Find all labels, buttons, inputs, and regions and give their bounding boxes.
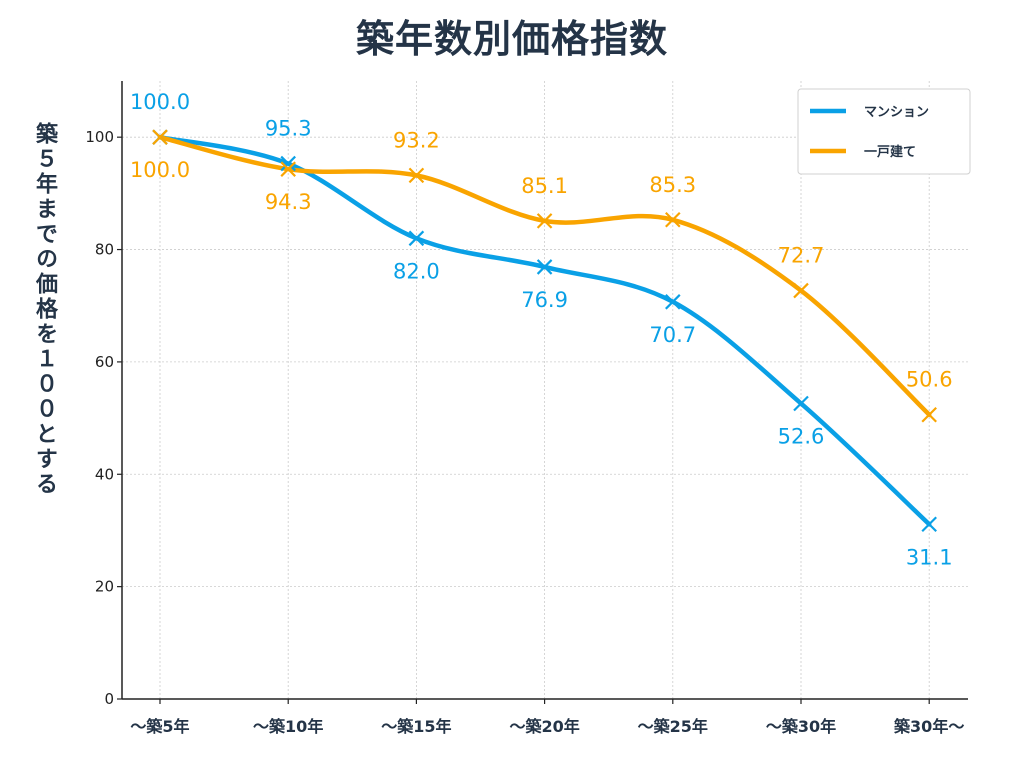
y-tick-label: 20 (95, 578, 114, 596)
data-label: 82.0 (393, 259, 440, 283)
y-tick-label: 80 (95, 241, 114, 259)
y-tick-label: 40 (95, 465, 114, 483)
data-label: 85.1 (521, 174, 568, 198)
marker-x-stroke (665, 211, 681, 228)
y-tick-label: 100 (85, 128, 114, 146)
marker-x-stroke (280, 155, 296, 172)
marker-x-stroke (280, 161, 296, 177)
data-labels: 100.0 95.3 82.0 76.9 70.7 52.6 31.1 100.0 94.3 93… (130, 90, 953, 569)
data-label: 52.6 (778, 424, 825, 448)
chart-title: 築年数別価格指数 (355, 17, 668, 61)
marker-x-stroke (793, 395, 809, 412)
series-markers (152, 129, 937, 533)
data-label: 94.3 (265, 190, 312, 214)
x-tick-label: 〜築25年 (638, 717, 708, 736)
marker-x-stroke (536, 213, 553, 229)
legend-entry: 一戸建て (864, 144, 916, 160)
grid-lines (122, 81, 968, 699)
marker-x-stroke (536, 259, 553, 275)
data-label: 31.1 (906, 545, 953, 569)
marker-x-stroke (152, 129, 168, 145)
marker-x (280, 155, 296, 172)
marker-x-stroke (408, 230, 425, 247)
y-axis-label: 築５年までの価格を１００とする (32, 122, 57, 497)
y-tick-label: 0 (104, 690, 114, 708)
y-tick-labels: 0 20 40 60 80 100 (85, 128, 122, 708)
data-label: 100.0 (130, 90, 190, 114)
marker-x (408, 230, 425, 247)
marker-x (536, 213, 553, 229)
x-tick-label: 築30年〜 (893, 717, 964, 736)
x-tick-label: 〜築10年 (253, 717, 323, 736)
marker-x (793, 395, 809, 412)
marker-x-stroke (665, 294, 681, 310)
x-tick-label: 〜築5年 (130, 717, 189, 736)
marker-x (793, 282, 809, 299)
marker-x (280, 161, 296, 177)
data-label: 50.6 (906, 368, 953, 392)
marker-x (921, 516, 937, 533)
marker-x (665, 294, 681, 310)
marker-x-stroke (921, 516, 937, 533)
marker-x (536, 259, 553, 275)
marker-x (152, 129, 168, 145)
x-tick-label: 〜築30年 (766, 717, 836, 736)
marker-x (921, 406, 937, 423)
data-label: 95.3 (265, 117, 312, 141)
legend-entry: マンション (864, 105, 929, 120)
data-label: 100.0 (130, 158, 190, 182)
marker-x-stroke (793, 282, 809, 299)
data-label: 70.7 (649, 323, 696, 347)
data-label: 85.3 (649, 173, 696, 197)
marker-x (665, 211, 681, 228)
data-label: 93.2 (393, 128, 440, 152)
data-label: 72.7 (778, 244, 825, 268)
x-tick-label: 〜築20年 (509, 717, 579, 736)
marker-x (408, 167, 425, 184)
x-tick-label: 〜築15年 (381, 717, 451, 736)
y-tick-label: 60 (95, 353, 114, 371)
marker-x-stroke (921, 406, 937, 423)
x-tick-labels: 〜築5年 〜築10年 〜築15年 〜築20年 〜築25年 〜築30年 築30年〜 (130, 699, 964, 736)
marker-x-stroke (408, 167, 425, 184)
data-label: 76.9 (521, 288, 568, 312)
legend-box (797, 88, 971, 175)
